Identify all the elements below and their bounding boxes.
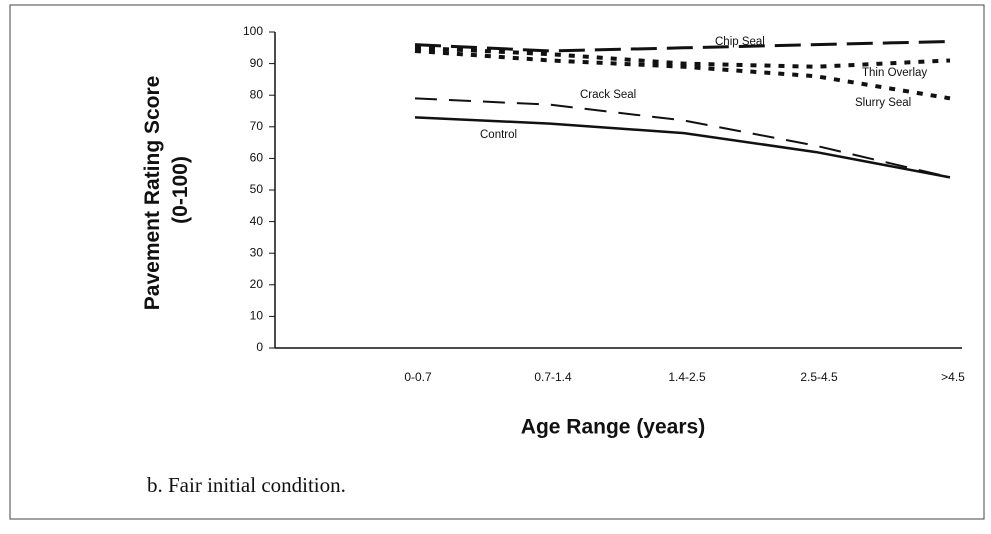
series-label: Slurry Seal xyxy=(855,97,911,109)
series-label: Thin Overlay xyxy=(862,67,927,79)
series-line xyxy=(414,48,951,101)
x-tick-label: 2.5-4.5 xyxy=(800,370,838,384)
series-label: Control xyxy=(480,129,517,141)
x-tick-label: >4.5 xyxy=(941,370,965,384)
y-tick-label: 20 xyxy=(250,277,264,291)
y-axis-label-line: Pavement Rating Score xyxy=(141,76,164,311)
series-label: Chip Seal xyxy=(715,36,765,48)
frame xyxy=(9,4,985,520)
y-tick-label: 40 xyxy=(250,214,264,228)
y-tick-label: 80 xyxy=(250,87,264,101)
y-tick-label: 90 xyxy=(250,56,264,70)
x-tick-label: 0-0.7 xyxy=(404,370,432,384)
y-axis-label: Pavement Rating Score (0-100) xyxy=(141,70,192,310)
x-axis-label: Age Range (years) xyxy=(521,416,705,439)
x-tick-label: 0.7-1.4 xyxy=(534,370,572,384)
series-line xyxy=(414,39,951,53)
y-tick-label: 0 xyxy=(256,340,263,354)
series-line xyxy=(414,116,951,179)
x-tick-label: 1.4-2.5 xyxy=(668,370,706,384)
y-tick-label: 30 xyxy=(250,245,264,259)
y-tick-label: 60 xyxy=(250,151,264,165)
y-axis-label-line: (0-100) xyxy=(169,156,192,224)
y-tick-label: 70 xyxy=(250,119,264,133)
series-line xyxy=(414,45,951,69)
caption: b. Fair initial condition. xyxy=(147,473,346,497)
series-label: Crack Seal xyxy=(580,89,636,101)
y-tick-label: 100 xyxy=(243,24,263,38)
y-tick-label: 10 xyxy=(250,309,264,323)
series-line xyxy=(414,97,951,179)
y-tick-label: 50 xyxy=(250,182,264,196)
